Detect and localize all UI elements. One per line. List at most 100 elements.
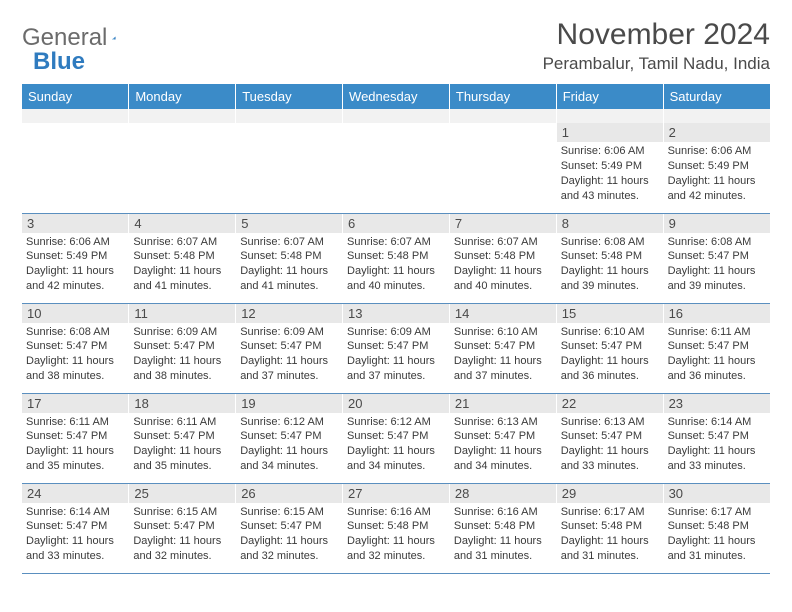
day-number: 20 bbox=[343, 394, 449, 413]
calendar-cell: 28Sunrise: 6:16 AMSunset: 5:48 PMDayligh… bbox=[449, 483, 556, 573]
weekday-header: Friday bbox=[556, 84, 663, 109]
calendar-cell bbox=[236, 123, 343, 213]
calendar-cell: 20Sunrise: 6:12 AMSunset: 5:47 PMDayligh… bbox=[343, 393, 450, 483]
day-info: Sunrise: 6:13 AMSunset: 5:47 PMDaylight:… bbox=[454, 415, 552, 474]
day-info: Sunrise: 6:10 AMSunset: 5:47 PMDaylight:… bbox=[454, 325, 552, 384]
day-number: 13 bbox=[343, 304, 449, 323]
day-info: Sunrise: 6:09 AMSunset: 5:47 PMDaylight:… bbox=[240, 325, 338, 384]
day-number: 30 bbox=[664, 484, 770, 503]
day-number: 29 bbox=[557, 484, 663, 503]
weekday-header: Saturday bbox=[663, 84, 770, 109]
calendar-cell: 29 Sunrise: 6:17 AMSunset: 5:48 PMDayligh… bbox=[556, 483, 663, 573]
calendar-cell: 2 Sunrise: 6:06 AMSunset: 5:49 PMDaylight… bbox=[663, 123, 770, 213]
weekday-header: Monday bbox=[129, 84, 236, 109]
day-info: Sunrise: 6:07 AMSunset: 5:48 PMDaylight:… bbox=[454, 235, 552, 294]
location-text: Perambalur, Tamil Nadu, India bbox=[543, 54, 770, 74]
calendar-cell: 11 Sunrise: 6:09 AMSunset: 5:47 PMDayligh… bbox=[129, 303, 236, 393]
day-number: 26 bbox=[236, 484, 342, 503]
day-info: Sunrise: 6:11 AMSunset: 5:47 PMDaylight:… bbox=[668, 325, 766, 384]
calendar-cell: 14 Sunrise: 6:10 AMSunset: 5:47 PMDayligh… bbox=[449, 303, 556, 393]
header: General November 2024 Perambalur, Tamil … bbox=[22, 18, 770, 74]
day-number: 9 bbox=[664, 214, 770, 233]
day-number: 4 bbox=[129, 214, 235, 233]
day-info: Sunrise: 6:08 AMSunset: 5:47 PMDaylight:… bbox=[668, 235, 766, 294]
day-number: 5 bbox=[236, 214, 342, 233]
calendar-week-row: 10Sunrise: 6:08 AMSunset: 5:47 PMDayligh… bbox=[22, 303, 770, 393]
calendar-cell: 23 Sunrise: 6:14 AMSunset: 5:47 PMDayligh… bbox=[663, 393, 770, 483]
calendar-table: Sunday Monday Tuesday Wednesday Thursday… bbox=[22, 84, 770, 574]
day-number: 27 bbox=[343, 484, 449, 503]
day-info: Sunrise: 6:09 AMSunset: 5:47 PMDaylight:… bbox=[347, 325, 445, 384]
day-info: Sunrise: 6:14 AMSunset: 5:47 PMDaylight:… bbox=[668, 415, 766, 474]
day-info: Sunrise: 6:06 AMSunset: 5:49 PMDaylight:… bbox=[26, 235, 124, 294]
day-number: 25 bbox=[129, 484, 235, 503]
calendar-cell: 13 Sunrise: 6:09 AMSunset: 5:47 PMDayligh… bbox=[343, 303, 450, 393]
calendar-cell: 15 Sunrise: 6:10 AMSunset: 5:47 PMDayligh… bbox=[556, 303, 663, 393]
day-info: Sunrise: 6:13 AMSunset: 5:47 PMDaylight:… bbox=[561, 415, 659, 474]
day-number: 14 bbox=[450, 304, 556, 323]
day-info: Sunrise: 6:06 AMSunset: 5:49 PMDaylight:… bbox=[668, 144, 766, 203]
day-info: Sunrise: 6:10 AMSunset: 5:47 PMDaylight:… bbox=[561, 325, 659, 384]
weekday-header: Tuesday bbox=[236, 84, 343, 109]
day-number: 6 bbox=[343, 214, 449, 233]
day-number: 19 bbox=[236, 394, 342, 413]
calendar-cell bbox=[449, 123, 556, 213]
day-number: 15 bbox=[557, 304, 663, 323]
logo-triangle-icon bbox=[112, 29, 116, 47]
day-info: Sunrise: 6:15 AMSunset: 5:47 PMDaylight:… bbox=[240, 505, 338, 564]
weekday-header: Thursday bbox=[449, 84, 556, 109]
calendar-cell: 30Sunrise: 6:17 AMSunset: 5:48 PMDayligh… bbox=[663, 483, 770, 573]
day-info: Sunrise: 6:14 AMSunset: 5:47 PMDaylight:… bbox=[26, 505, 124, 564]
month-title: November 2024 bbox=[543, 18, 770, 52]
calendar-cell: 10Sunrise: 6:08 AMSunset: 5:47 PMDayligh… bbox=[22, 303, 129, 393]
title-block: November 2024 Perambalur, Tamil Nadu, In… bbox=[543, 18, 770, 74]
day-number: 2 bbox=[664, 123, 770, 142]
day-number: 23 bbox=[664, 394, 770, 413]
calendar-cell bbox=[22, 123, 129, 213]
day-number: 16 bbox=[664, 304, 770, 323]
calendar-week-row: 1 Sunrise: 6:06 AMSunset: 5:49 PMDaylight… bbox=[22, 123, 770, 213]
calendar-week-row: 24 Sunrise: 6:14 AMSunset: 5:47 PMDayligh… bbox=[22, 483, 770, 573]
calendar-cell bbox=[343, 123, 450, 213]
day-info: Sunrise: 6:06 AMSunset: 5:49 PMDaylight:… bbox=[561, 144, 659, 203]
day-number: 3 bbox=[22, 214, 128, 233]
day-number: 7 bbox=[450, 214, 556, 233]
calendar-cell: 25 Sunrise: 6:15 AMSunset: 5:47 PMDayligh… bbox=[129, 483, 236, 573]
day-info: Sunrise: 6:09 AMSunset: 5:47 PMDaylight:… bbox=[133, 325, 231, 384]
logo-blue-row: Blue bbox=[33, 48, 85, 76]
weekday-header: Sunday bbox=[22, 84, 129, 109]
day-number: 24 bbox=[22, 484, 128, 503]
day-number: 11 bbox=[129, 304, 235, 323]
calendar-cell: 27 Sunrise: 6:16 AMSunset: 5:48 PMDayligh… bbox=[343, 483, 450, 573]
weekday-header: Wednesday bbox=[343, 84, 450, 109]
logo-text-blue: Blue bbox=[33, 48, 85, 75]
day-info: Sunrise: 6:07 AMSunset: 5:48 PMDaylight:… bbox=[347, 235, 445, 294]
calendar-cell: 12Sunrise: 6:09 AMSunset: 5:47 PMDayligh… bbox=[236, 303, 343, 393]
day-number: 8 bbox=[557, 214, 663, 233]
day-info: Sunrise: 6:15 AMSunset: 5:47 PMDaylight:… bbox=[133, 505, 231, 564]
calendar-cell: 26 Sunrise: 6:15 AMSunset: 5:47 PMDayligh… bbox=[236, 483, 343, 573]
day-info: Sunrise: 6:12 AMSunset: 5:47 PMDaylight:… bbox=[240, 415, 338, 474]
calendar-cell: 4Sunrise: 6:07 AMSunset: 5:48 PMDaylight… bbox=[129, 213, 236, 303]
calendar-cell: 18Sunrise: 6:11 AMSunset: 5:47 PMDayligh… bbox=[129, 393, 236, 483]
day-number: 22 bbox=[557, 394, 663, 413]
calendar-cell: 6 Sunrise: 6:07 AMSunset: 5:48 PMDaylight… bbox=[343, 213, 450, 303]
calendar-cell: 9 Sunrise: 6:08 AMSunset: 5:47 PMDaylight… bbox=[663, 213, 770, 303]
day-number: 1 bbox=[557, 123, 663, 142]
day-info: Sunrise: 6:16 AMSunset: 5:48 PMDaylight:… bbox=[347, 505, 445, 564]
calendar-cell bbox=[129, 123, 236, 213]
blank-row bbox=[22, 109, 770, 123]
calendar-header-row: Sunday Monday Tuesday Wednesday Thursday… bbox=[22, 84, 770, 109]
day-info: Sunrise: 6:07 AMSunset: 5:48 PMDaylight:… bbox=[240, 235, 338, 294]
calendar-cell: 3 Sunrise: 6:06 AMSunset: 5:49 PMDaylight… bbox=[22, 213, 129, 303]
calendar-body: 1 Sunrise: 6:06 AMSunset: 5:49 PMDaylight… bbox=[22, 123, 770, 573]
day-info: Sunrise: 6:16 AMSunset: 5:48 PMDaylight:… bbox=[454, 505, 552, 564]
calendar-cell: 21 Sunrise: 6:13 AMSunset: 5:47 PMDayligh… bbox=[449, 393, 556, 483]
day-number: 21 bbox=[450, 394, 556, 413]
day-info: Sunrise: 6:11 AMSunset: 5:47 PMDaylight:… bbox=[26, 415, 124, 474]
day-info: Sunrise: 6:17 AMSunset: 5:48 PMDaylight:… bbox=[561, 505, 659, 564]
calendar-cell: 8Sunrise: 6:08 AMSunset: 5:48 PMDaylight… bbox=[556, 213, 663, 303]
day-info: Sunrise: 6:11 AMSunset: 5:47 PMDaylight:… bbox=[133, 415, 231, 474]
calendar-cell: 1 Sunrise: 6:06 AMSunset: 5:49 PMDaylight… bbox=[556, 123, 663, 213]
calendar-cell: 16 Sunrise: 6:11 AMSunset: 5:47 PMDayligh… bbox=[663, 303, 770, 393]
